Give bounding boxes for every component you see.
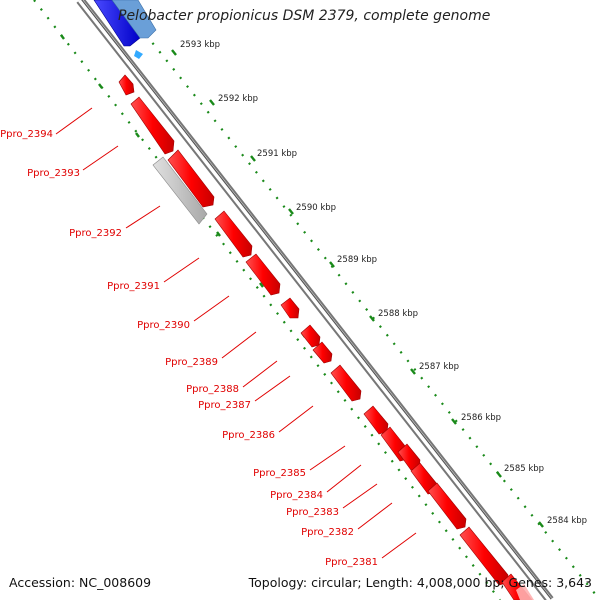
- scale-labels: 2593 kbp 2592 kbp 2591 kbp 2590 kbp 2589 kbp…: [180, 40, 587, 526]
- gene-leader-line: [381, 532, 417, 559]
- gene-label[interactable]: Ppro_2386: [222, 430, 275, 441]
- gene-ppro-2389[interactable]: [245, 253, 281, 296]
- gene-leader-line: [125, 205, 161, 229]
- gene-ppro-2393[interactable]: [130, 96, 175, 155]
- scale-label: 2591 kbp: [257, 149, 297, 159]
- gene-leader-line: [163, 257, 200, 283]
- gene-ppro-2391[interactable]: [167, 149, 215, 208]
- reverse-strand-genes: [118, 74, 533, 600]
- scale-label: 2589 kbp: [337, 255, 377, 265]
- inner-tick-ring: [33, 0, 501, 600]
- scale-label: 2587 kbp: [419, 362, 459, 372]
- gene-leader-line: [193, 295, 230, 322]
- gene-leader-line: [309, 445, 346, 471]
- gene-leader-line: [278, 405, 314, 433]
- scale-label: 2593 kbp: [180, 40, 220, 50]
- gene-label[interactable]: Ppro_2382: [301, 527, 354, 538]
- gene-label[interactable]: Ppro_2388: [186, 384, 239, 395]
- gene-label[interactable]: Ppro_2387: [198, 400, 251, 411]
- gene-ppro-2382b[interactable]: [427, 482, 467, 530]
- gene-label[interactable]: Ppro_2393: [27, 168, 80, 179]
- gene-forward[interactable]: [134, 50, 143, 59]
- scale-label: 2586 kbp: [461, 413, 501, 423]
- gene-label[interactable]: Ppro_2385: [253, 468, 306, 479]
- genome-backbone: [76, 0, 554, 600]
- forward-strand-genes: [93, 0, 157, 59]
- gene-ppro-2394[interactable]: [118, 74, 135, 96]
- outer-tick-ring: [117, 0, 600, 600]
- gene-leader-line: [254, 375, 291, 402]
- gene-labels: Ppro_2394 Ppro_2393 Ppro_2392 Ppro_2391 Ppro…: [0, 107, 417, 568]
- scale-label: 2585 kbp: [504, 464, 544, 474]
- gene-label[interactable]: Ppro_2389: [165, 357, 218, 368]
- gene-label[interactable]: Ppro_2392: [69, 228, 122, 239]
- gene-leader-line: [326, 464, 362, 493]
- gene-ppro-2392: [152, 156, 208, 225]
- gene-label[interactable]: Ppro_2390: [137, 320, 190, 331]
- gene-ppro-2390[interactable]: [214, 210, 253, 258]
- gene-label[interactable]: Ppro_2391: [107, 281, 160, 292]
- gene-ppro-2388[interactable]: [280, 297, 300, 319]
- gene-label[interactable]: Ppro_2394: [0, 129, 53, 140]
- gene-label[interactable]: Ppro_2384: [270, 490, 323, 501]
- scale-label: 2588 kbp: [378, 309, 418, 319]
- gene-label[interactable]: Ppro_2381: [325, 557, 378, 568]
- gene-leader-line: [221, 331, 257, 359]
- gene-label[interactable]: Ppro_2383: [286, 507, 339, 518]
- gene-ppro-2387[interactable]: [300, 324, 321, 348]
- gene-highlight: [516, 584, 534, 600]
- genome-title: Pelobacter propionicus DSM 2379, complet…: [118, 8, 491, 24]
- gene-leader-line: [242, 360, 278, 388]
- gene-forward[interactable]: [111, 0, 157, 39]
- gene-ppro-2385[interactable]: [330, 364, 362, 402]
- accession-text: Accession: NC_008609: [9, 575, 152, 590]
- gene-leader-line: [342, 483, 378, 509]
- topology-summary: Topology: circular; Length: 4,008,000 bp…: [248, 575, 592, 590]
- gene-leader-line: [55, 107, 93, 135]
- outer-major-ticks: [171, 49, 544, 528]
- scale-label: 2584 kbp: [547, 516, 587, 526]
- scale-label: 2590 kbp: [296, 203, 336, 213]
- scale-label: 2592 kbp: [218, 94, 258, 104]
- gene-leader-line: [82, 145, 119, 171]
- gene-forward[interactable]: [93, 0, 141, 47]
- gene-leader-line: [357, 502, 393, 530]
- gene-ppro-2386[interactable]: [312, 341, 333, 364]
- gene-ppro-2384[interactable]: [363, 405, 389, 435]
